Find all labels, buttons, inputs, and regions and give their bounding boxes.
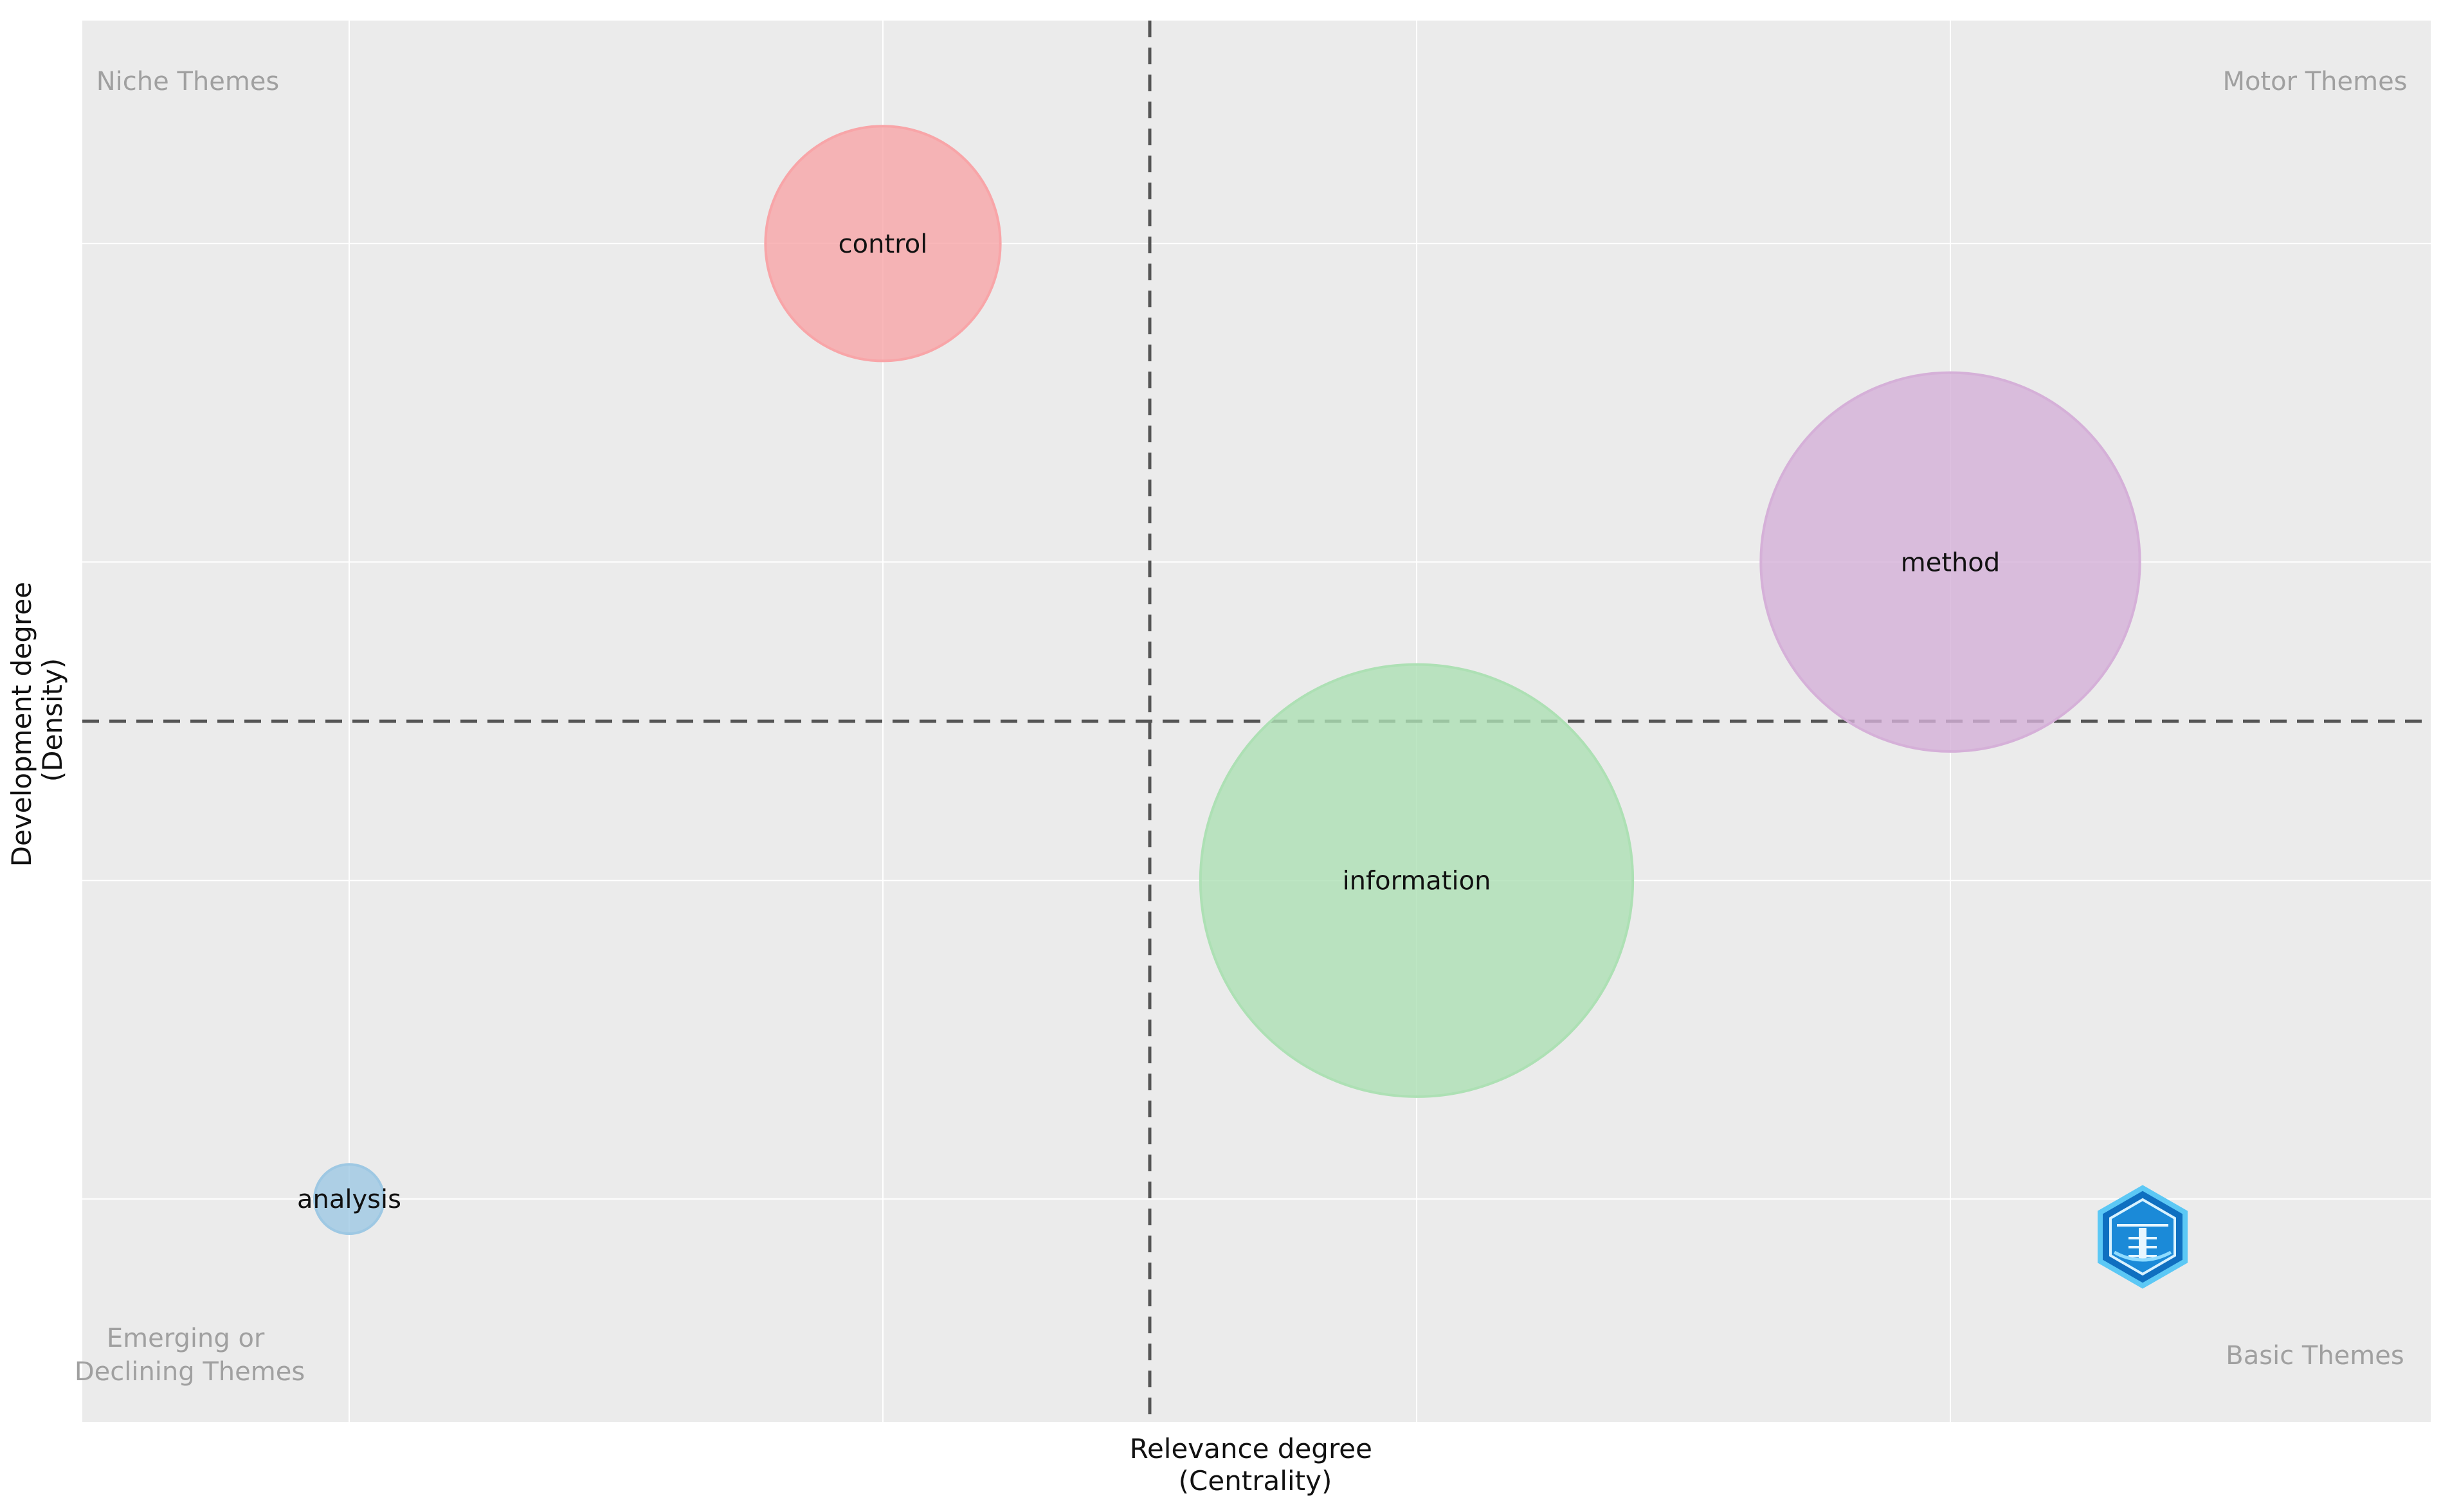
y-axis-title: Development degree (Density) [6,573,68,867]
bubble-analysis [313,1163,385,1236]
quadrant-label-motor: Motor Themes [2222,67,2407,96]
quadrant-label-emerging: Emerging or Declining Themes [75,1324,305,1387]
bubble-information [1199,663,1635,1098]
bibliometrix-hexagon-logo-icon [2098,1185,2188,1289]
quadrant-label-niche: Niche Themes [96,67,280,96]
bubble-method [1759,371,2141,753]
bubble-label-information: information [1343,867,1491,896]
x-axis-title: Relevance degree (Centrality) [1130,1433,1381,1497]
bubble-label-analysis: analysis [297,1185,401,1214]
bubble-label-method: method [1901,548,2000,577]
bubble-layer: control method information analysis [297,125,2141,1236]
quadrant-label-basic: Basic Themes [2226,1341,2404,1371]
bubble-control [764,125,1002,363]
bubble-label-control: control [839,230,928,259]
